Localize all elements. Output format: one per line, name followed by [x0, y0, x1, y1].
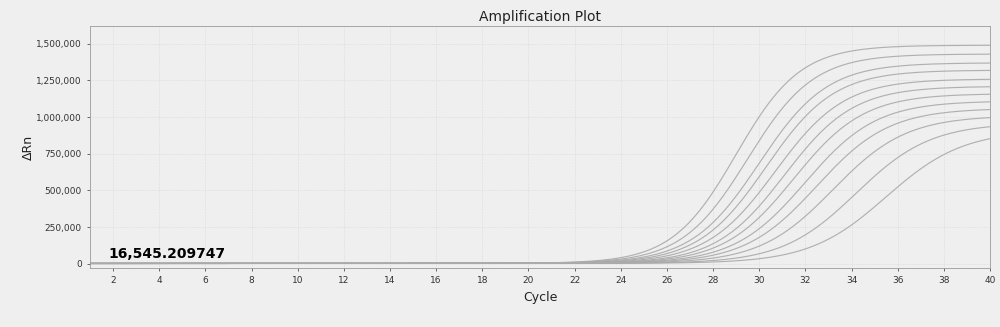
- Y-axis label: ΔRn: ΔRn: [22, 135, 35, 160]
- X-axis label: Cycle: Cycle: [523, 291, 557, 304]
- Text: 16,545.209747: 16,545.209747: [108, 247, 226, 261]
- Title: Amplification Plot: Amplification Plot: [479, 9, 601, 24]
